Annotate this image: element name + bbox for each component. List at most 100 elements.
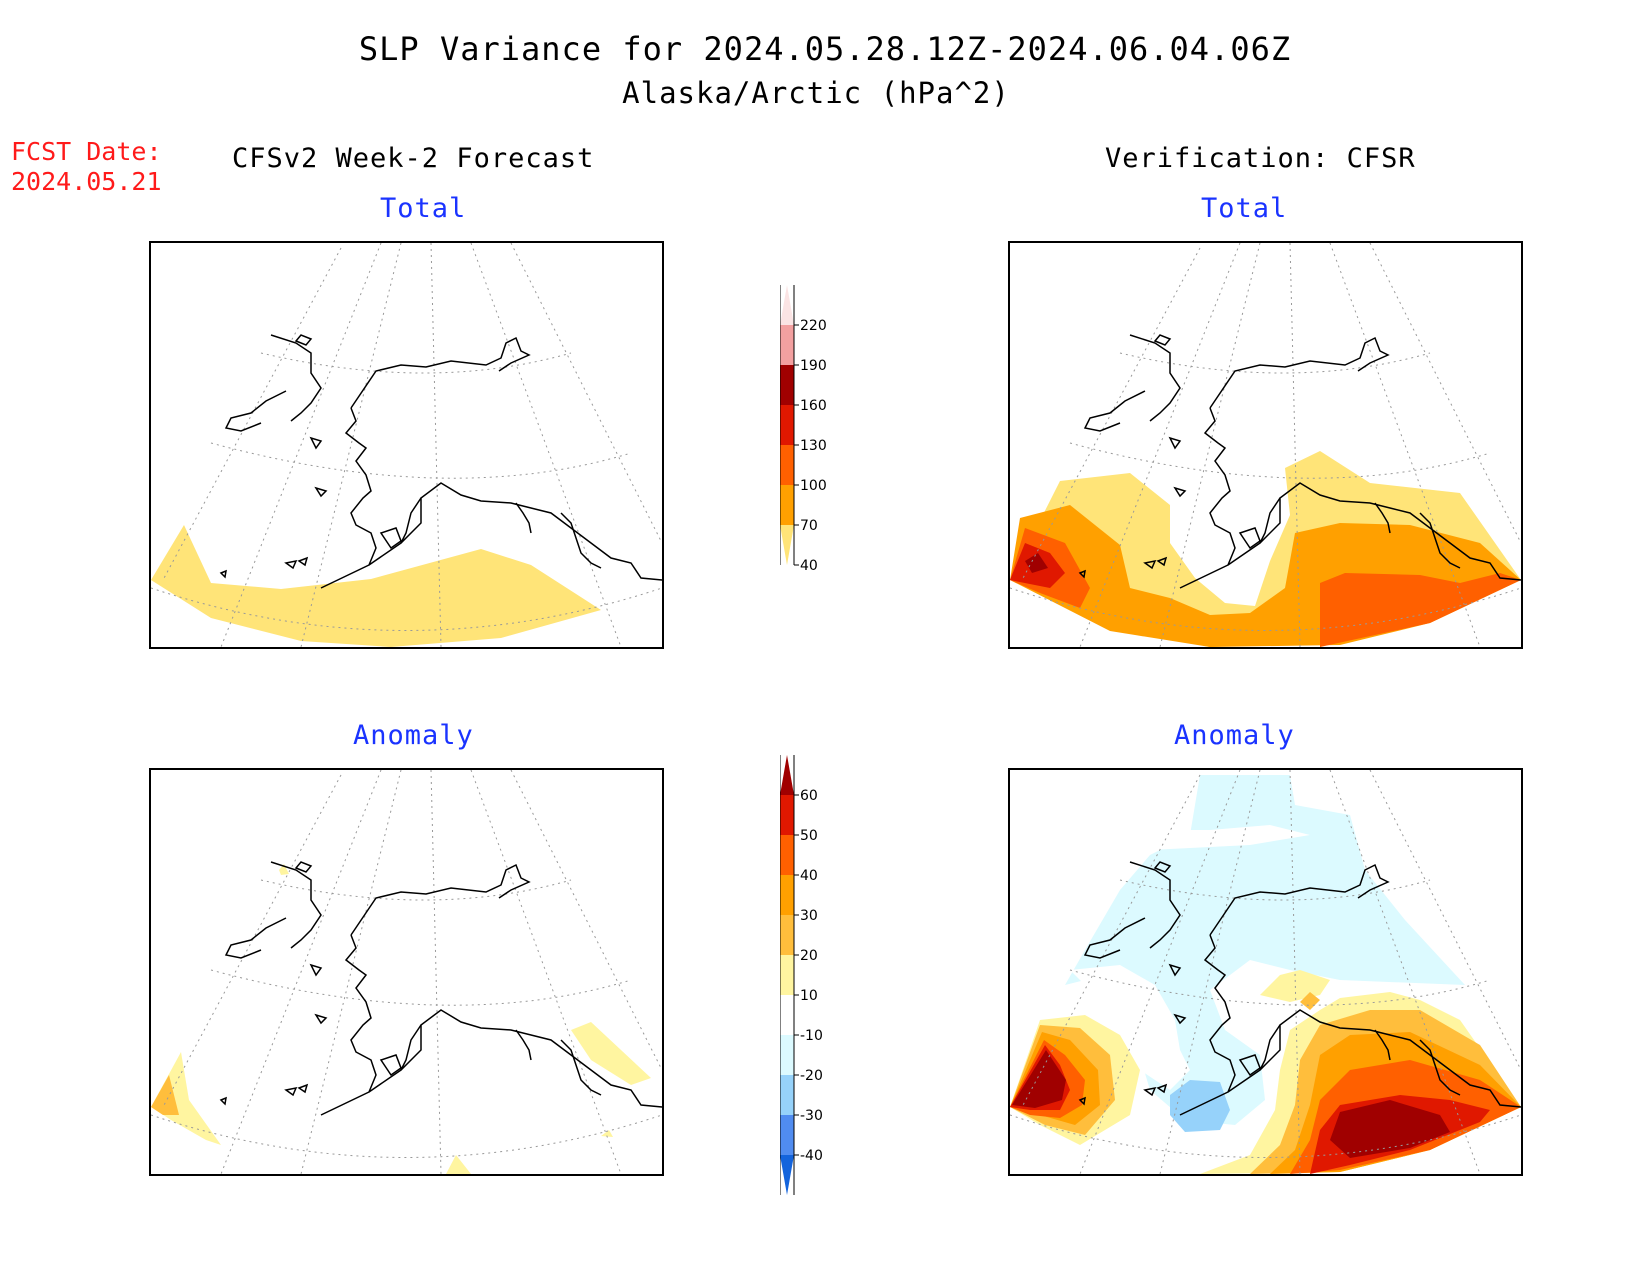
map-forecast-anomaly	[151, 770, 662, 1174]
colorbar-tick-label: 50	[800, 828, 818, 844]
colorbar-tick-label: 10	[800, 988, 818, 1004]
coastline-segment	[219, 569, 227, 579]
coastline-segment	[284, 559, 298, 570]
colorbar-tick-label: 130	[800, 438, 827, 454]
graticule-line	[300, 770, 402, 1174]
shading-layer	[1010, 775, 1521, 1174]
shade-10-20-north	[279, 864, 289, 875]
graticule-line	[1021, 774, 1201, 1108]
coastline-segment	[1209, 863, 1390, 936]
graticule-line	[260, 352, 572, 374]
colorbar-swatch	[780, 445, 794, 485]
colorbar-swatch	[780, 365, 794, 405]
map-panel-forecast-total	[149, 241, 664, 649]
shade-neg10-gap	[1140, 825, 1310, 850]
shade-10-20-southeast	[601, 1130, 613, 1137]
panel-title-verification-anomaly: Anomaly	[1174, 720, 1295, 751]
coastline-segment	[270, 334, 322, 422]
graticule-line	[1021, 247, 1201, 581]
colorbar-swatch	[780, 1115, 794, 1155]
coastline-segment	[219, 1096, 227, 1106]
coastline-segment	[1209, 336, 1390, 409]
coastline	[1078, 334, 1521, 589]
figure-title: SLP Variance for 2024.05.28.12Z-2024.06.…	[358, 30, 1292, 68]
coastline-segment	[400, 1024, 422, 1071]
coastline-segment	[350, 863, 531, 936]
coastline-segment	[1129, 861, 1181, 949]
graticule-line	[220, 243, 382, 647]
coastline-segment	[224, 390, 287, 432]
coastline-segment	[270, 861, 322, 949]
graticule	[1010, 770, 1521, 1174]
coastline-segment	[1083, 917, 1146, 959]
graticule-line	[260, 879, 572, 901]
forecast-date-value: 2024.05.21	[11, 167, 162, 196]
shade-60plus-west	[1012, 1050, 1066, 1108]
graticule-line	[210, 442, 632, 479]
coastline-segment	[1153, 334, 1172, 346]
map-panel-verification-total	[1008, 241, 1523, 649]
coastline	[219, 861, 662, 1116]
shade-neg10-gap-2	[1070, 965, 1190, 1090]
colorbar-tick-label: 40	[800, 868, 818, 884]
coastline-segment	[560, 1039, 602, 1096]
graticule-line	[151, 587, 662, 631]
coastline-segment	[1078, 1096, 1086, 1106]
coastline-segment	[1143, 1086, 1157, 1097]
panel-title-forecast-anomaly: Anomaly	[353, 720, 474, 751]
coastline-segment	[1083, 390, 1146, 432]
colorbar-swatch	[780, 325, 794, 365]
graticule	[151, 770, 662, 1174]
shade-100-130-east	[1320, 573, 1521, 647]
coastline-segment	[224, 917, 287, 959]
coastline-segment	[1227, 1009, 1521, 1108]
coastline-segment	[1129, 334, 1181, 422]
coastline-segment	[350, 336, 531, 409]
shade-160-190	[1025, 553, 1048, 573]
coastline-segment	[1156, 556, 1168, 567]
coastline-segment	[1227, 482, 1521, 581]
coastline-segment	[1179, 407, 1236, 589]
shade-60plus-east	[1330, 1100, 1450, 1158]
coastline-segment	[294, 861, 313, 873]
graticule	[1010, 243, 1521, 647]
colorbar-swatch	[780, 1155, 794, 1195]
graticule-line	[470, 770, 622, 1174]
coastline-segment	[1374, 1029, 1391, 1061]
coastline-segment	[379, 1054, 402, 1077]
coastline-segment	[320, 934, 377, 1116]
colorbar-tick-label: -40	[800, 1148, 823, 1164]
graticule-line	[162, 247, 342, 581]
coastline-segment	[1153, 861, 1172, 873]
coastline-segment	[1078, 569, 1086, 579]
colorbar-swatch	[780, 405, 794, 445]
colorbar-tick-label: -30	[800, 1108, 823, 1124]
colorbar-tick-label: 20	[800, 948, 818, 964]
colorbar-swatch	[780, 285, 794, 325]
graticule-line	[1079, 770, 1241, 1174]
colorbar-tick-label: -20	[800, 1068, 823, 1084]
coastline-segment	[1259, 1024, 1281, 1071]
graticule-line	[151, 1114, 662, 1158]
colorbar-tick-label: -10	[800, 1028, 823, 1044]
graticule-line	[510, 243, 662, 544]
graticule-line	[1010, 1114, 1521, 1158]
colorbar-tick-label: 160	[800, 398, 827, 414]
shade-20-30-north-spot	[1300, 992, 1320, 1010]
graticule-line	[1069, 969, 1491, 1006]
colorbar-tick-label: 40	[800, 558, 818, 574]
coastline-segment	[1173, 486, 1187, 498]
coastline-segment	[1179, 934, 1236, 1116]
shade-20-30-west	[151, 1075, 179, 1115]
colorbar-swatch	[780, 875, 794, 915]
colorbar-swatch	[780, 835, 794, 875]
coastline-segment	[379, 527, 402, 550]
shading-layer	[151, 525, 601, 647]
graticule-line	[510, 770, 662, 1071]
coastline	[1078, 861, 1521, 1116]
shading-layer	[151, 864, 651, 1174]
coastline-segment	[1168, 963, 1182, 977]
map-panel-forecast-anomaly	[149, 768, 664, 1176]
graticule-line	[210, 969, 632, 1006]
colorbar-swatch	[780, 995, 794, 1035]
